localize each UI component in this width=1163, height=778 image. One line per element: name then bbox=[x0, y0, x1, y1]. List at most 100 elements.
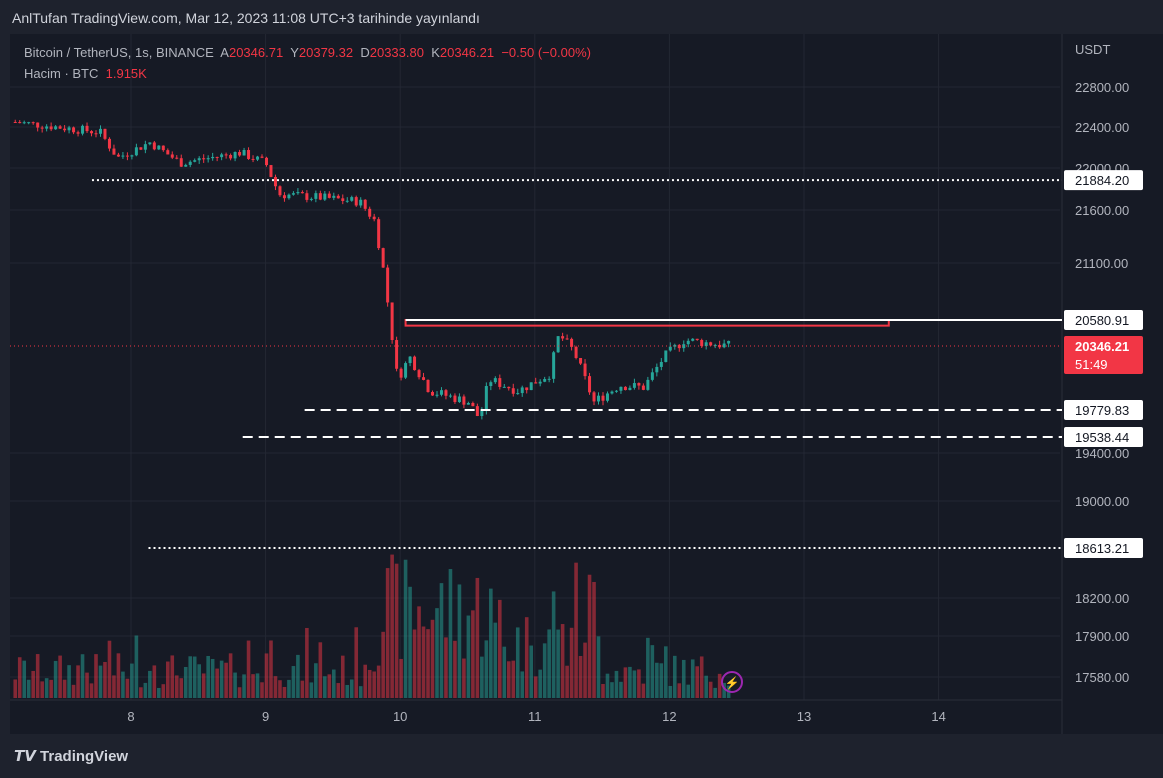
candle-body bbox=[439, 390, 443, 395]
x-tick-label: 11 bbox=[528, 709, 542, 724]
volume-bar bbox=[367, 669, 372, 698]
candle-body bbox=[139, 147, 143, 150]
candle-body bbox=[143, 144, 147, 150]
candle-body bbox=[300, 192, 304, 194]
volume-bar bbox=[296, 654, 300, 698]
candle-body bbox=[646, 379, 650, 390]
candle-body bbox=[309, 198, 313, 200]
candle-body bbox=[484, 386, 488, 411]
candle-body bbox=[641, 385, 645, 390]
y-tick-label: 19000.00 bbox=[1075, 494, 1129, 509]
candle-body bbox=[623, 386, 627, 391]
volume-bar bbox=[89, 683, 94, 698]
candle-body bbox=[435, 394, 439, 396]
volume-bar bbox=[363, 664, 368, 698]
candle-body bbox=[417, 370, 421, 378]
volume-bar bbox=[592, 581, 596, 698]
candle-body bbox=[547, 378, 551, 380]
volume-bar bbox=[309, 682, 314, 698]
candle-body bbox=[81, 125, 85, 134]
volume-bar bbox=[107, 640, 112, 698]
candle-body bbox=[395, 340, 399, 369]
volume-bar bbox=[318, 642, 323, 698]
volume-bar bbox=[713, 687, 717, 698]
volume-bar bbox=[569, 627, 574, 698]
symbol-name[interactable]: Bitcoin / TetherUS, 1s, BINANCE bbox=[24, 45, 214, 60]
volume-bar bbox=[85, 672, 89, 698]
volume-bar bbox=[502, 646, 507, 698]
tradingview-logo[interactable]: 𝙏𝙑 TradingView bbox=[14, 747, 128, 765]
candle-body bbox=[480, 410, 484, 416]
candle-body bbox=[588, 376, 592, 393]
volume-bar bbox=[681, 659, 686, 698]
volume-bar bbox=[273, 676, 278, 698]
level-price-label bbox=[1064, 310, 1143, 330]
candle-body bbox=[260, 156, 264, 158]
y-tick-label: 22800.00 bbox=[1075, 80, 1129, 95]
volume-bar bbox=[646, 637, 650, 698]
volume-bar bbox=[233, 672, 237, 698]
candle-body bbox=[273, 176, 277, 187]
candle-body bbox=[655, 366, 659, 373]
volume-bar bbox=[71, 684, 76, 698]
volume-bar bbox=[40, 681, 44, 698]
candle-body bbox=[628, 387, 632, 391]
volume-bar bbox=[264, 653, 269, 698]
candle-body bbox=[251, 158, 255, 160]
volume-bar bbox=[439, 583, 444, 698]
candle-body bbox=[525, 387, 529, 391]
volume-bar bbox=[53, 660, 58, 698]
candle-body bbox=[287, 194, 291, 199]
volume-value: 1.915K bbox=[105, 66, 147, 81]
level-price-label bbox=[1064, 426, 1143, 447]
volume-bar bbox=[650, 645, 655, 698]
lightning-glyph: ⚡ bbox=[725, 676, 740, 690]
volume-bar bbox=[76, 665, 80, 698]
candle-body bbox=[85, 125, 89, 132]
volume-bar bbox=[677, 683, 682, 698]
candle-body bbox=[36, 122, 40, 128]
volume-bar bbox=[583, 642, 587, 698]
candle-body bbox=[462, 396, 466, 405]
volume-bar bbox=[44, 678, 49, 698]
candle-body bbox=[363, 199, 367, 209]
candle-body bbox=[583, 363, 587, 377]
candle-body bbox=[206, 158, 210, 160]
volume-bar bbox=[228, 653, 233, 698]
volume-bar bbox=[385, 568, 390, 698]
x-tick-label: 12 bbox=[662, 709, 676, 724]
volume-bar bbox=[695, 666, 700, 698]
candle-body bbox=[157, 145, 161, 150]
candle-body bbox=[556, 336, 560, 353]
candle-body bbox=[408, 356, 412, 364]
volume-bar bbox=[125, 678, 130, 698]
volume-bar bbox=[426, 629, 430, 698]
volume-bar bbox=[471, 610, 475, 698]
candle-body bbox=[264, 157, 268, 166]
volume-bar bbox=[206, 655, 210, 698]
high-label: Y bbox=[290, 45, 299, 60]
volume-bar bbox=[62, 679, 67, 698]
volume-bar bbox=[22, 660, 27, 698]
candle-body bbox=[332, 195, 336, 198]
chart-frame[interactable] bbox=[10, 34, 1163, 734]
x-tick-label: 10 bbox=[393, 709, 407, 724]
candle-body bbox=[404, 363, 408, 378]
candle-body bbox=[291, 193, 295, 195]
candle-body bbox=[247, 150, 251, 159]
candle-body bbox=[610, 391, 614, 394]
candle-body bbox=[202, 158, 206, 160]
volume-bar bbox=[511, 660, 516, 698]
volume-bar bbox=[560, 624, 565, 698]
y-tick-label: 19400.00 bbox=[1075, 446, 1129, 461]
candle-body bbox=[664, 350, 668, 362]
volume-bar bbox=[327, 674, 332, 698]
volume-bar bbox=[556, 629, 560, 698]
volume-bar bbox=[219, 660, 224, 698]
close-label: K bbox=[431, 45, 440, 60]
candle-body bbox=[27, 122, 31, 124]
candle-body bbox=[605, 393, 609, 401]
volume-bar bbox=[435, 608, 439, 698]
candle-body bbox=[166, 150, 170, 155]
